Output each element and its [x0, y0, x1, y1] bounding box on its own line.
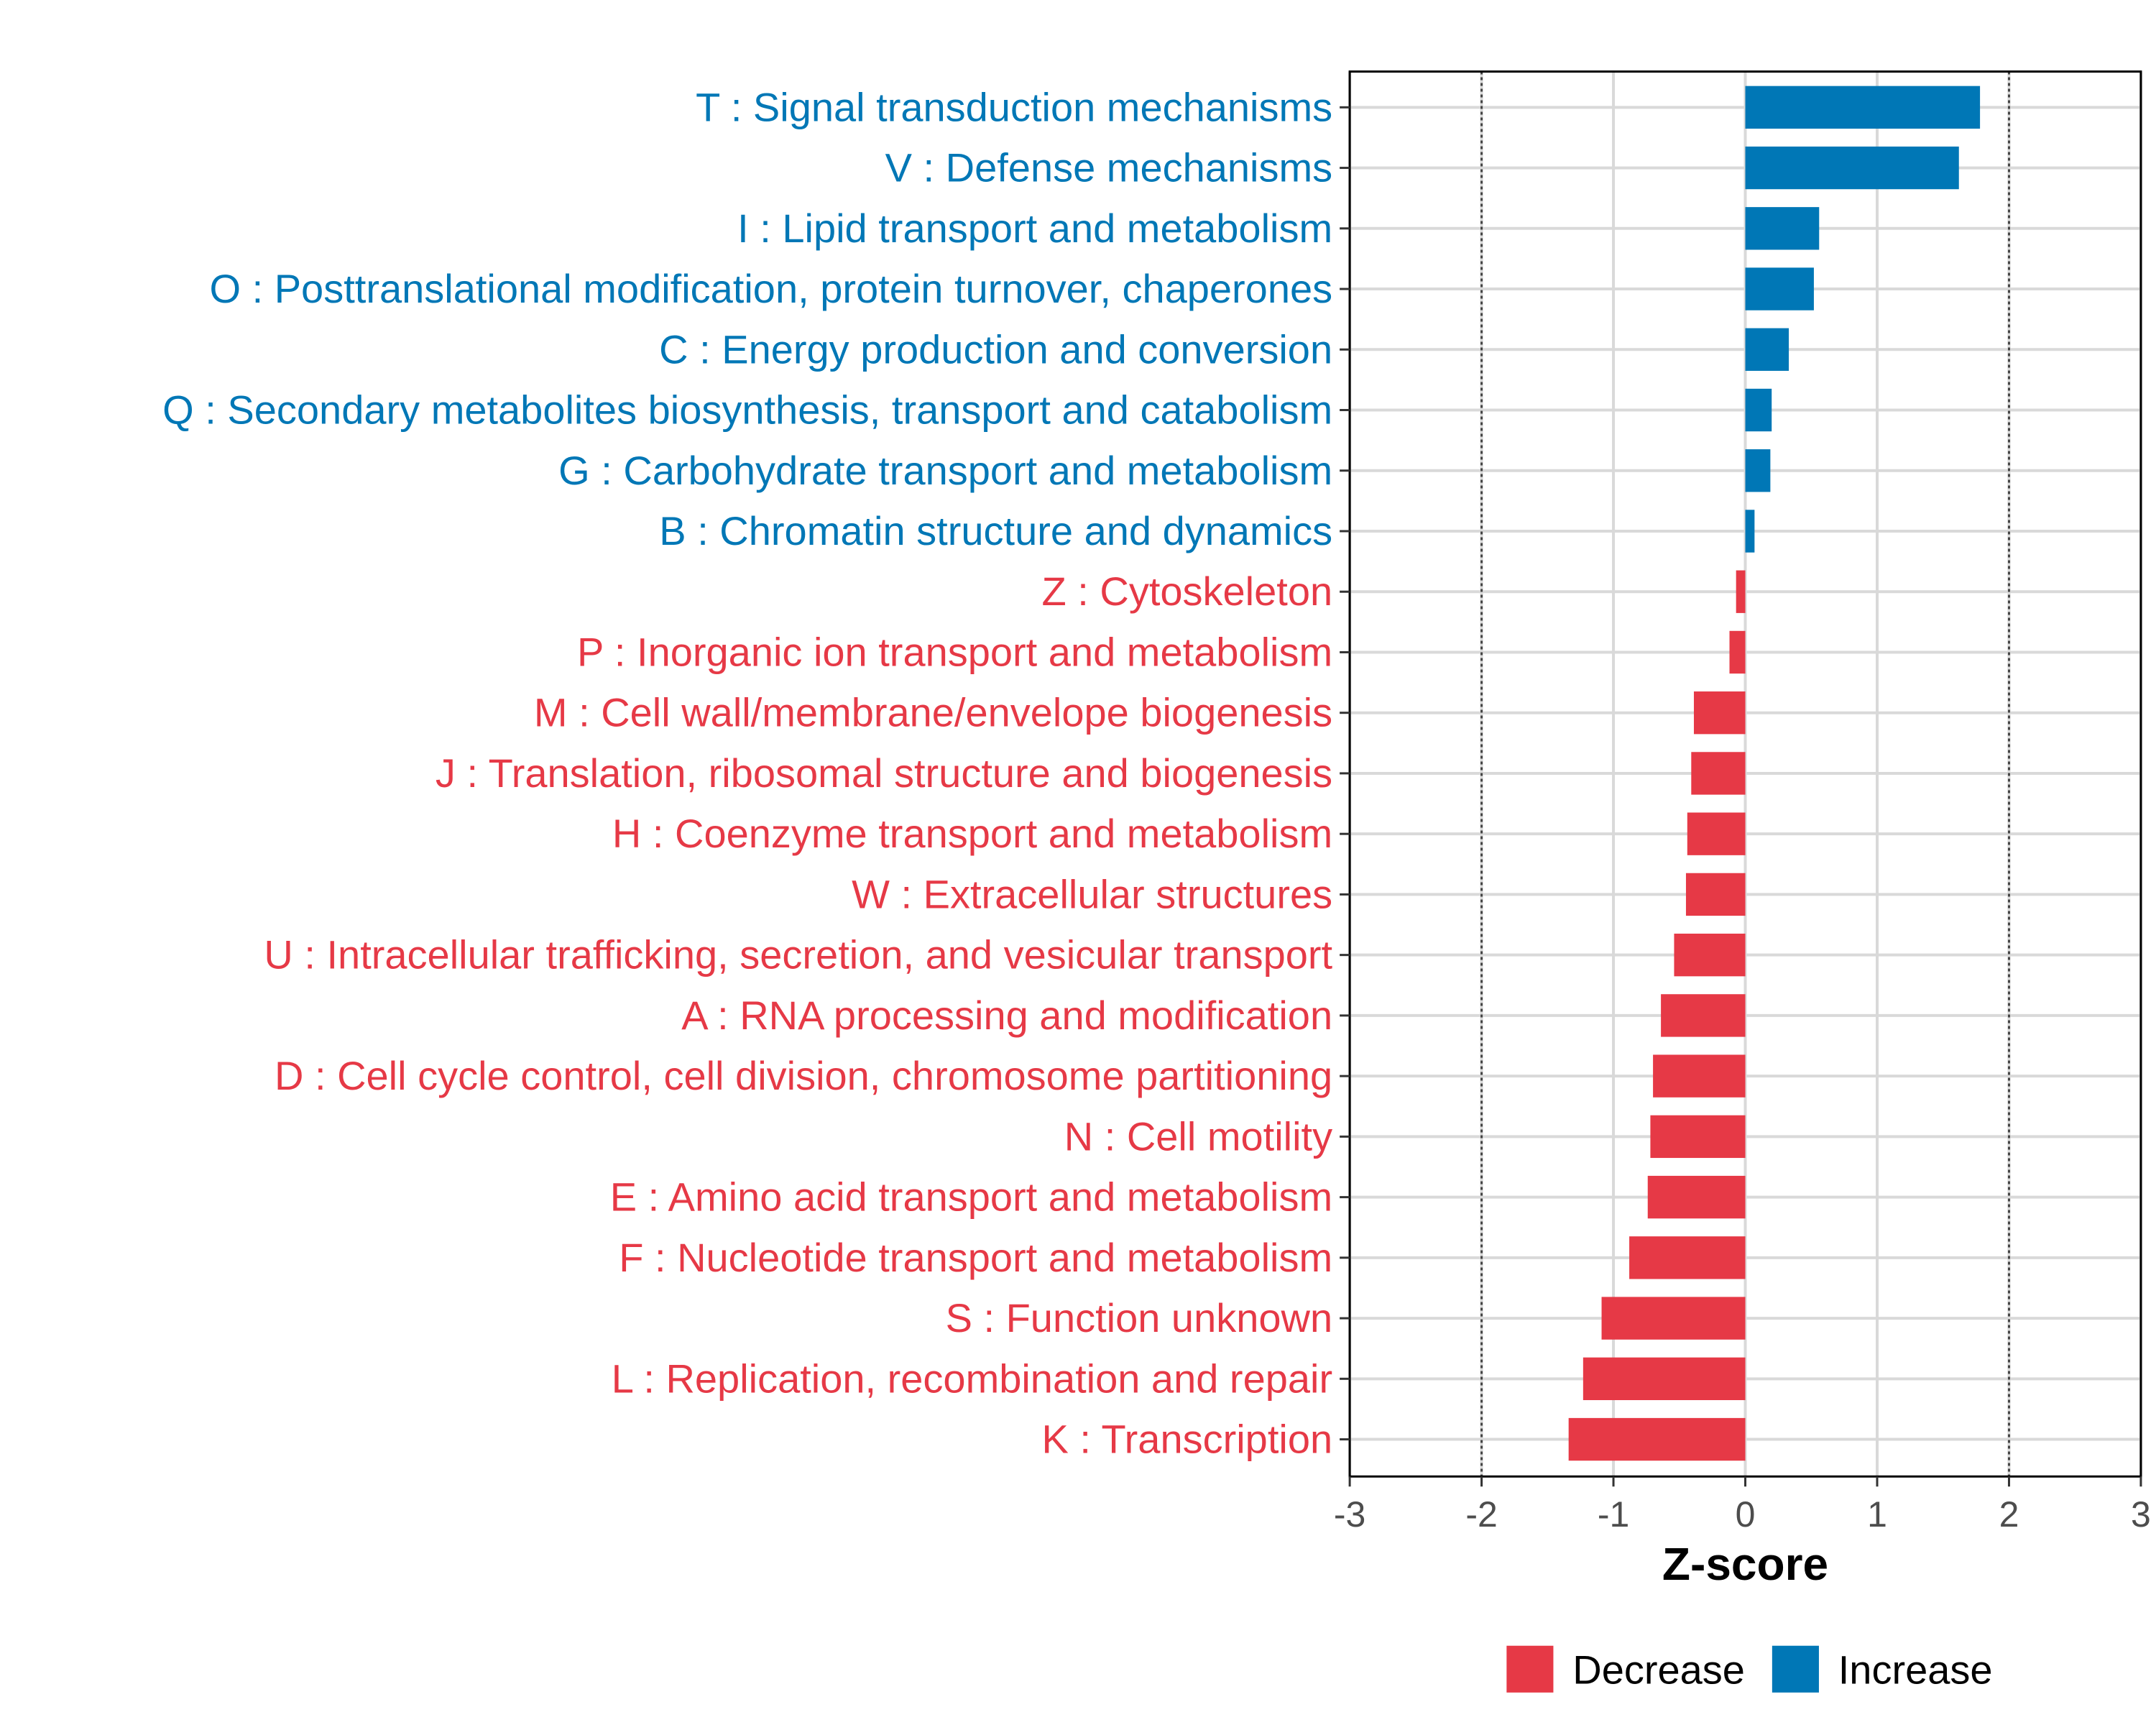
- x-tick-label: 3: [2131, 1494, 2151, 1535]
- x-tick-label: -3: [1334, 1494, 1365, 1535]
- category-label: E : Amino acid transport and metabolism: [610, 1174, 1332, 1220]
- category-label: J : Translation, ribosomal structure and…: [436, 750, 1332, 796]
- category-label: H : Coenzyme transport and metabolism: [612, 811, 1332, 856]
- bar: [1647, 1175, 1746, 1219]
- bar: [1661, 994, 1746, 1037]
- bar: [1745, 510, 1755, 553]
- x-tick-label: 0: [1736, 1494, 1756, 1535]
- bar: [1687, 812, 1746, 855]
- bar: [1745, 207, 1820, 250]
- bar: [1691, 752, 1746, 795]
- bar: [1583, 1357, 1746, 1400]
- bar: [1745, 86, 1981, 129]
- bar: [1650, 1115, 1746, 1159]
- bar: [1693, 691, 1746, 735]
- category-label: Z : Cytoskeleton: [1042, 569, 1333, 614]
- category-label: L : Replication, recombination and repai…: [612, 1356, 1332, 1401]
- bar: [1685, 873, 1746, 916]
- category-label: S : Function unknown: [946, 1295, 1333, 1340]
- x-tick-label: -2: [1465, 1494, 1497, 1535]
- bars: [1568, 86, 1981, 1461]
- bar: [1601, 1297, 1746, 1340]
- legend-swatch: [1506, 1645, 1554, 1693]
- category-label: F : Nucleotide transport and metabolism: [619, 1235, 1332, 1280]
- x-tick-label: -1: [1598, 1494, 1629, 1535]
- bar: [1745, 328, 1789, 371]
- bar: [1568, 1417, 1746, 1461]
- y-axis-category-labels: T : Signal transduction mechanisms V : De…: [162, 84, 1332, 1461]
- category-label: T : Signal transduction mechanisms: [696, 84, 1332, 129]
- legend-label: Increase: [1838, 1647, 1993, 1692]
- bar: [1736, 570, 1746, 613]
- x-axis-ticks: -3 -2 -1 0 1 2 3: [1334, 1476, 2151, 1535]
- category-label: B : Chromatin structure and dynamics: [659, 508, 1332, 553]
- category-label: W : Extracellular structures: [852, 871, 1332, 916]
- category-label: Q : Secondary metabolites biosynthesis, …: [162, 387, 1332, 433]
- bar: [1745, 146, 1959, 190]
- category-label: A : RNA processing and modification: [681, 993, 1332, 1038]
- x-axis-title: Z-score: [1662, 1538, 1828, 1590]
- bar: [1653, 1054, 1746, 1098]
- category-label: V : Defense mechanisms: [885, 145, 1332, 190]
- category-label: M : Cell wall/membrane/envelope biogenes…: [534, 690, 1332, 735]
- bar: [1745, 449, 1771, 492]
- category-label: G : Carbohydrate transport and metabolis…: [558, 448, 1332, 493]
- x-tick-label: 1: [1867, 1494, 1887, 1535]
- legend-label: Decrease: [1572, 1647, 1745, 1692]
- bar: [1629, 1236, 1746, 1279]
- legend-swatch: [1772, 1645, 1819, 1693]
- bar: [1745, 267, 1814, 310]
- x-tick-label: 2: [1999, 1494, 2019, 1535]
- bar: [1745, 388, 1772, 432]
- category-label: I : Lipid transport and metabolism: [737, 206, 1332, 251]
- category-label: C : Energy production and conversion: [659, 326, 1332, 372]
- category-label: D : Cell cycle control, cell division, c…: [275, 1053, 1332, 1098]
- bar: [1674, 933, 1746, 977]
- bar: [1729, 630, 1746, 674]
- category-label: P : Inorganic ion transport and metaboli…: [577, 629, 1332, 674]
- category-label: N : Cell motility: [1064, 1113, 1332, 1159]
- category-label: O : Posttranslational modification, prot…: [209, 266, 1332, 311]
- legend: Decrease Increase: [1506, 1645, 1993, 1693]
- reference-lines: [1480, 71, 2010, 1477]
- category-label: K : Transcription: [1042, 1417, 1333, 1462]
- y-axis-ticks: [1340, 106, 1350, 1441]
- category-label: U : Intracellular trafficking, secretion…: [264, 932, 1332, 978]
